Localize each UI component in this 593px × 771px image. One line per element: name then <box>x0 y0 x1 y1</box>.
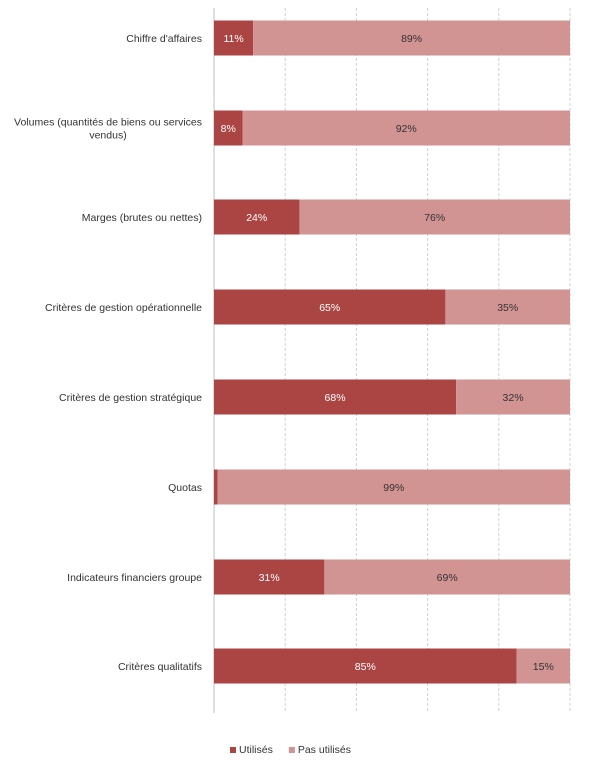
data-label: 99% <box>383 482 404 494</box>
category-label: Marges (brutes ou nettes) <box>82 212 202 224</box>
bar-pas-utilises <box>456 379 570 415</box>
data-label: 92% <box>396 123 417 135</box>
category-labels: Chiffre d'affaires Volumes (quantités de … <box>14 33 202 673</box>
bar-utilises <box>214 199 300 235</box>
bar-pas-utilises <box>445 289 570 325</box>
category-label: Volumes (quantités de biens ou services v… <box>14 117 202 142</box>
data-label: 89% <box>401 33 422 45</box>
bar-pas-utilises <box>516 648 570 684</box>
bar-utilises <box>214 648 517 684</box>
legend-swatch-utilises <box>230 747 236 753</box>
bar-pas-utilises <box>242 110 571 146</box>
bars: 11% 89% 8% 92% 24% 76% 65% 35% 68% 32% 99% 31% 69% 85… <box>214 20 571 684</box>
data-label: 32% <box>503 392 524 404</box>
legend-swatch-pas-utilises <box>288 747 295 753</box>
legend-label-pas-utilises: Pas utilisés <box>298 744 351 756</box>
legend-label-utilises: Utilisés <box>239 744 273 756</box>
data-label: 35% <box>497 302 518 314</box>
data-label: 11% <box>223 33 243 45</box>
bar-pas-utilises <box>299 199 570 235</box>
bar-utilises <box>214 469 218 505</box>
data-label: 31% <box>259 572 280 584</box>
category-label: Critères qualitatifs <box>118 661 202 673</box>
data-label: 15% <box>533 661 554 673</box>
bar-pas-utilises <box>253 20 570 56</box>
category-label: Critères de gestion opérationnelle <box>45 302 202 314</box>
data-label: 8% <box>221 123 236 135</box>
data-label: 69% <box>437 572 458 584</box>
data-label: 76% <box>424 212 445 224</box>
bar-pas-utilises <box>324 559 570 595</box>
bar-pas-utilises <box>217 469 570 505</box>
data-label: 24% <box>246 212 267 224</box>
category-label: Chiffre d'affaires <box>126 33 202 45</box>
bar-utilises <box>214 110 243 146</box>
category-label: Quotas <box>168 482 202 494</box>
data-label: 85% <box>355 661 376 673</box>
bar-utilises <box>214 289 446 325</box>
legend: Utilisés Pas utilisés <box>230 744 351 756</box>
bar-utilises <box>214 559 325 595</box>
bar-utilises <box>214 379 457 415</box>
data-label: 68% <box>325 392 346 404</box>
category-label: Indicateurs financiers groupe <box>67 572 202 584</box>
bar-utilises <box>214 20 254 56</box>
category-label: Critères de gestion stratégique <box>59 392 202 404</box>
data-label: 65% <box>319 302 340 314</box>
